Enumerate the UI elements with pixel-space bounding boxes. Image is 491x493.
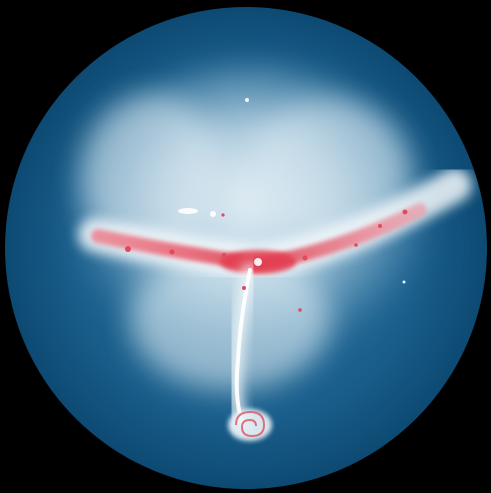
core-bright-spot xyxy=(254,258,262,266)
vortex xyxy=(228,409,272,441)
infall-stream-core xyxy=(234,268,252,427)
white-wisps xyxy=(178,98,406,284)
red-clumps xyxy=(125,209,408,312)
diffuse-cloud-lower xyxy=(130,250,330,390)
gas-cloud-layer xyxy=(75,65,472,441)
diffuse-cloud-left-lobe xyxy=(80,95,220,255)
diffuse-cloud-right-lobe xyxy=(250,100,410,240)
